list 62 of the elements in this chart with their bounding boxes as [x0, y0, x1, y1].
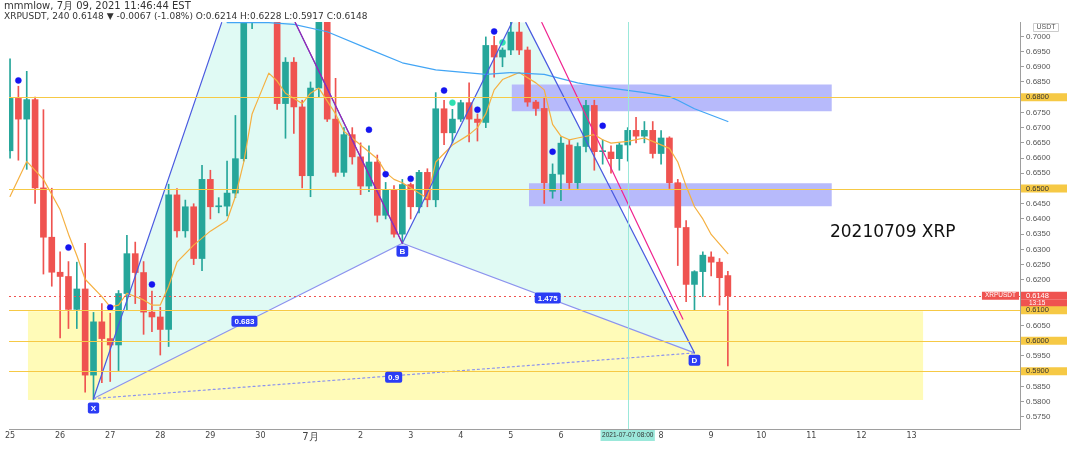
x-tick-label: 8: [658, 430, 664, 440]
y-tick-label: 0.6700: [1026, 122, 1052, 132]
y-tick-label: 0.6250: [1026, 259, 1052, 269]
x-tick-label: 28: [155, 430, 166, 440]
annotation: X: [90, 403, 97, 413]
y-tick-label: 0.6850: [1026, 77, 1052, 87]
point: [382, 170, 389, 178]
point: [106, 304, 114, 311]
y-tick-label: 0.6450: [1026, 198, 1052, 208]
y-tick-label: 0.6050: [1026, 320, 1052, 330]
x-tick-label: 6: [558, 430, 564, 440]
point: [365, 126, 373, 134]
x-tick-label: 25: [4, 430, 16, 440]
point: [474, 106, 481, 113]
text: mmmlow, 7月 09, 2021 11:46:44 EST: [4, 0, 192, 11]
x-tick-label: 7月: [302, 430, 319, 442]
point: [65, 244, 72, 251]
y-tick-label: 0.6600: [1026, 153, 1052, 163]
x-tick-label: 12: [856, 430, 867, 440]
point: [440, 87, 448, 94]
candlestick: [215, 197, 223, 214]
y-tick-label: 0.5850: [1026, 381, 1052, 391]
y-tick-label: 0.5750: [1026, 412, 1052, 422]
y-tick-label: 0.7000: [1026, 31, 1052, 41]
x-tick-label: 27: [105, 430, 116, 440]
y-tick-label: 0.6350: [1026, 229, 1052, 239]
x-tick-label: 26: [55, 430, 66, 440]
x-tick-label: 29: [205, 430, 216, 440]
y-tick-label: 0.5800: [1026, 396, 1052, 406]
x-tick-label: 4: [458, 430, 464, 440]
x-tick-label: 10: [756, 430, 767, 440]
y-tick-label: 0.6400: [1026, 214, 1052, 224]
annotation: 1.475: [537, 293, 559, 303]
point: [15, 77, 22, 84]
y-tick-label: 0.6300: [1026, 244, 1052, 254]
x-tick-label: 13: [906, 430, 917, 440]
x-tick-label: 11: [806, 430, 817, 440]
x-tick-label: 3: [408, 430, 414, 440]
text: 20210709 XRP: [829, 221, 956, 242]
x-tick-label: 9: [708, 430, 714, 440]
x-tick-label: 5: [508, 430, 514, 440]
point: [449, 99, 456, 106]
point: [490, 28, 498, 35]
candlestick: [23, 70, 31, 170]
y-tick-label: 0.6950: [1026, 46, 1052, 56]
y-tick-label: 0.6750: [1026, 107, 1052, 117]
point: [599, 122, 606, 130]
point: [549, 148, 556, 155]
y-tick-label: 0.6900: [1026, 61, 1052, 71]
chart-subtitle: XRPUSDT, 240 0.6148 ▼ -0.0067 (-1.08%) O:0.6214 H:0.6228 L:0.5917 C:0.6148: [4, 10, 368, 21]
annotation: B: [399, 246, 406, 256]
y-tick-label: 0.6550: [1026, 168, 1052, 178]
annotation: D: [691, 355, 698, 365]
y-tick-label: 0.6650: [1026, 138, 1052, 148]
annotation: 0.683: [234, 316, 255, 326]
x-tick-label: 30: [255, 430, 266, 440]
point: [407, 175, 414, 183]
y-tick-label: 0.5950: [1026, 351, 1052, 361]
y-tick-label: 0.6200: [1026, 275, 1052, 285]
x-tick-label: 2: [358, 430, 364, 440]
point: [148, 281, 156, 288]
annotation: 0.9: [388, 372, 400, 382]
